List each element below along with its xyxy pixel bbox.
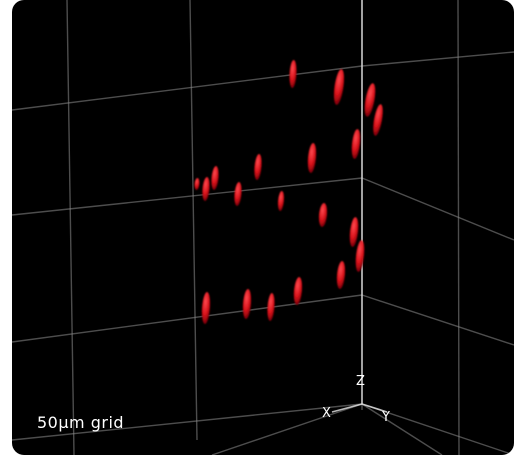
cell (201, 292, 211, 324)
axis-x-label: X (322, 406, 331, 421)
axis-lines (331, 0, 388, 413)
cell (333, 69, 345, 105)
volume-viewer[interactable]: 50µm grid Z X Y (12, 0, 514, 455)
cell (349, 217, 359, 247)
cell (318, 203, 328, 227)
cell (351, 129, 361, 159)
cell (202, 177, 210, 201)
cell (336, 261, 346, 289)
cell (364, 83, 376, 117)
cell (254, 154, 262, 180)
axis-z-label: Z (356, 374, 365, 389)
cell (289, 60, 297, 88)
grid-scale-label: 50µm grid (37, 413, 125, 432)
grid-lines (12, 0, 514, 455)
cell (307, 143, 317, 173)
cell (293, 277, 303, 305)
cell-cluster (194, 60, 383, 324)
cell (277, 191, 285, 211)
cell (373, 104, 383, 136)
axis-y-label: Y (382, 410, 390, 425)
cell (242, 289, 252, 319)
cell (211, 166, 219, 190)
cell (267, 293, 275, 321)
cell (355, 240, 365, 272)
cell (234, 182, 242, 206)
cell (194, 178, 200, 190)
3d-viewport[interactable] (12, 0, 514, 455)
